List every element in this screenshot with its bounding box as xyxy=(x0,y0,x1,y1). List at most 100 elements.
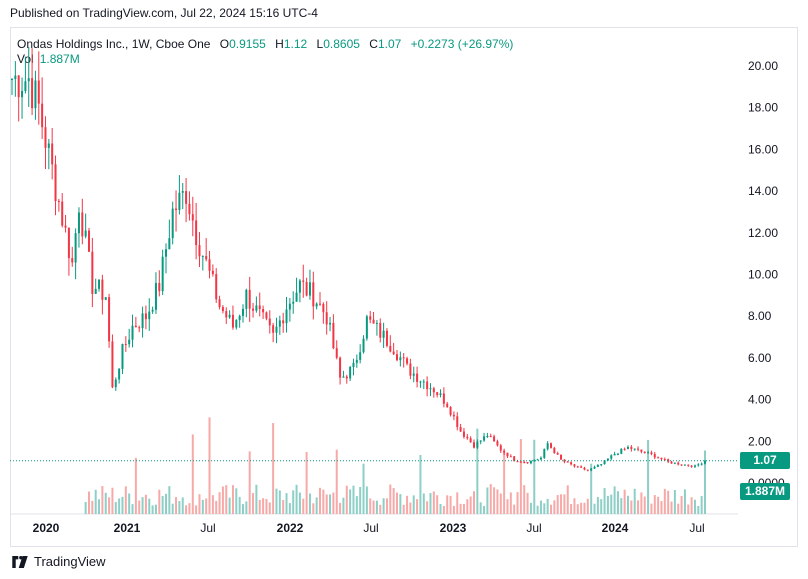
last-price-tag: 1.07 xyxy=(740,452,790,469)
candle-body xyxy=(74,233,77,263)
volume-bar xyxy=(543,503,546,514)
volume-bar xyxy=(483,505,486,514)
x-tick-label: 2021 xyxy=(114,521,141,535)
volume-bar xyxy=(519,439,522,514)
volume-bar xyxy=(241,504,245,514)
volume-bar xyxy=(359,486,362,514)
volume-bar xyxy=(456,492,459,514)
candle-body xyxy=(64,225,67,228)
volume-bar xyxy=(218,492,221,514)
volume-bar xyxy=(305,451,308,514)
volume-bar xyxy=(556,495,559,514)
volume-bar xyxy=(446,495,449,514)
candle-body xyxy=(643,451,646,453)
candle-body xyxy=(329,322,332,325)
candle-body xyxy=(352,362,355,367)
volume-bar xyxy=(329,494,332,514)
candle-body xyxy=(389,345,392,352)
volume-bar xyxy=(124,486,127,514)
volume-bar xyxy=(476,428,479,514)
candle-body xyxy=(315,303,318,307)
y-tick-label: 18.00 xyxy=(748,101,778,115)
volume-bar xyxy=(245,501,248,514)
candle-body xyxy=(268,318,271,326)
volume-bar xyxy=(121,496,124,514)
volume-bar xyxy=(262,498,265,514)
volume-bar xyxy=(372,500,375,514)
volume-bar xyxy=(626,495,630,514)
volume-bar xyxy=(422,493,425,514)
candle-body xyxy=(21,90,24,98)
candle-body xyxy=(476,441,479,448)
volume-bar xyxy=(268,502,271,514)
volume-bar xyxy=(134,457,137,514)
volume-bar xyxy=(593,503,596,514)
candle-body xyxy=(164,249,168,257)
volume-bar xyxy=(452,505,455,514)
volume-bar xyxy=(181,497,184,514)
volume-bar xyxy=(215,500,218,514)
candle-body xyxy=(406,358,409,364)
volume-bar xyxy=(318,487,322,514)
volume-bar xyxy=(697,505,700,514)
volume-bar xyxy=(335,449,338,514)
volume-bar xyxy=(677,503,680,514)
volume-bar xyxy=(392,488,395,514)
candle-body xyxy=(221,307,224,312)
candle-body xyxy=(536,459,539,461)
volume-bar xyxy=(141,497,144,514)
candle-body xyxy=(278,320,281,327)
volume-bar xyxy=(406,495,409,514)
candle-body xyxy=(499,445,502,451)
candle-body xyxy=(456,416,459,428)
change-value: +0.2273 (+26.97%) xyxy=(410,37,514,51)
volume-bar xyxy=(154,504,157,514)
candle-body xyxy=(580,466,583,468)
volume-bar xyxy=(342,497,345,514)
volume-bar xyxy=(98,499,101,514)
candle-body xyxy=(452,414,455,417)
volume-bar xyxy=(657,496,660,514)
x-tick-label: 2020 xyxy=(33,521,60,535)
volume-bar xyxy=(462,504,465,514)
volume-bar xyxy=(623,489,626,514)
candle-body xyxy=(144,313,147,320)
candle-body xyxy=(650,452,653,455)
candle-body xyxy=(623,448,626,450)
volume-bar xyxy=(439,503,442,514)
volume-bar xyxy=(275,488,278,514)
candle-body xyxy=(228,314,231,318)
candle-body xyxy=(647,452,650,454)
candle-body xyxy=(466,436,469,439)
candle-body xyxy=(265,312,268,319)
volume-bar xyxy=(539,500,542,514)
candle-body xyxy=(560,454,563,460)
volume-bar xyxy=(161,495,164,514)
open-value: 0.9155 xyxy=(229,37,266,51)
candle-body xyxy=(295,292,298,302)
volume-bar xyxy=(680,496,683,514)
volume-bar xyxy=(643,496,646,514)
y-tick-label: 2.00 xyxy=(748,434,772,448)
candle-body xyxy=(583,467,586,470)
volume-bar xyxy=(546,498,549,514)
volume-bar xyxy=(516,492,519,514)
candle-body xyxy=(399,357,402,361)
volume-bar xyxy=(332,492,335,514)
candle-body xyxy=(613,454,616,456)
volume-bar xyxy=(660,501,663,514)
candle-body xyxy=(496,441,499,446)
volume-bar xyxy=(580,502,583,514)
volume-bar xyxy=(549,504,553,514)
volume-bar xyxy=(288,503,291,514)
candle-body xyxy=(252,308,255,311)
candle-body xyxy=(449,406,452,415)
candle-body xyxy=(215,274,218,300)
y-tick-label: 8.00 xyxy=(748,309,772,323)
volume-bar xyxy=(221,486,224,514)
volume-bar xyxy=(295,484,298,514)
volume-bar xyxy=(449,495,452,514)
volume-bar xyxy=(308,493,311,514)
candle-body xyxy=(422,381,425,383)
